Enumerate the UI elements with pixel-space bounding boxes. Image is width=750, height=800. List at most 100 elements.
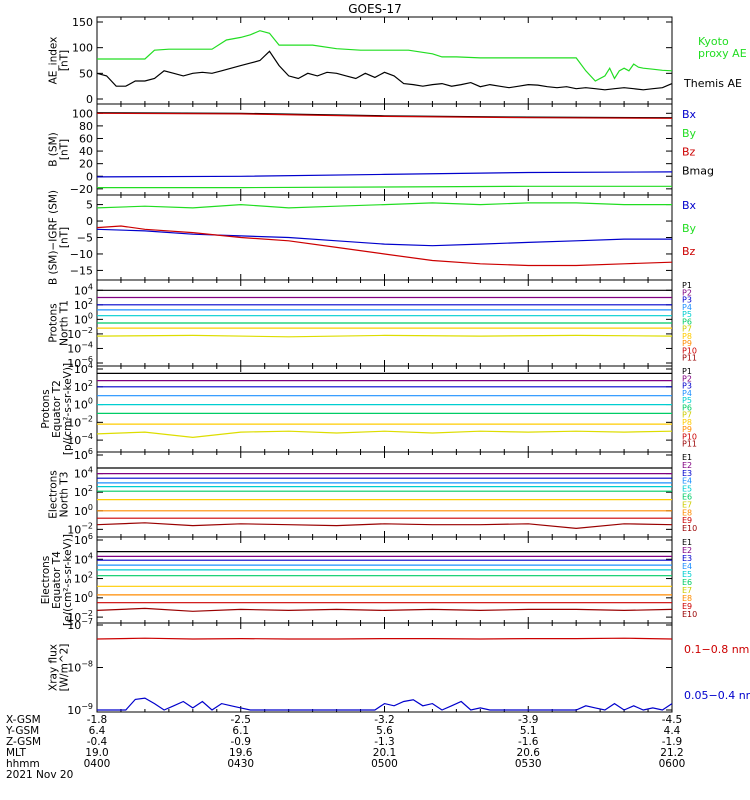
legend-item: P2 [682,288,692,297]
y-tick-label: 40 [79,145,93,158]
y-tick-label: −15 [70,264,93,277]
legend-item: E1 [682,538,692,547]
footer-row-label: hhmm [6,758,40,770]
legend-item: P5 [682,396,692,405]
legend-item: E4 [682,562,692,571]
series-line-bz [96,112,673,119]
legend-item: P11 [682,354,697,363]
footer-value: 4.4 [664,725,681,737]
y-axis-label: Xray flux [48,644,60,691]
y-tick-label: 50 [79,67,93,80]
legend-item: P9 [682,339,692,348]
y-tick-label: 102 [74,379,93,394]
legend-item: P6 [682,317,692,326]
footer-row-label: X-GSM [6,714,41,726]
legend-item: P7 [682,411,692,420]
legend-item: P7 [682,325,692,334]
legend-item: E10 [682,610,697,619]
y-tick-label: 104 [74,551,93,566]
legend-item: E9 [682,602,692,611]
legend-item: Bx [682,199,697,212]
legend-item: P10 [682,346,697,355]
legend-item: Bz [682,245,696,258]
y-axis-label: [nT] [59,50,71,71]
panel-frame [96,365,673,453]
y-tick-label: 100 [74,503,93,518]
y-tick-label: −10 [70,248,93,261]
panel-frame [96,16,673,105]
series-line-themis-ae [96,50,673,91]
footer-value: 20.1 [373,747,396,759]
footer-value: 6.4 [89,725,106,737]
y-tick-label: 102 [74,297,93,312]
y-tick-label: 10−9 [67,702,93,717]
footer-row-label: MLT [6,747,26,759]
series-line-e10 [96,607,673,612]
y-tick-label: 104 [74,282,93,297]
footer-value: 0400 [84,758,111,770]
legend-item: P8 [682,332,692,341]
legend-item: P1 [682,367,692,376]
footer-value: -2.5 [231,714,252,726]
series-line-by [97,185,672,189]
footer-value: -0.4 [87,736,108,748]
legend-item: E5 [682,570,692,579]
legend-item: 0.05−0.4 nm [684,689,750,702]
y-tick-label: 106 [74,532,93,547]
footer-value: -1.3 [374,736,395,748]
series-line-kyoto-proxy-ae [97,30,673,82]
y-tick-label: 60 [79,132,93,145]
y-axis-label: AE_index [48,37,60,85]
panel-et4: 106 104 102 100 10−2 Electrons Equator T4 [e/(c… [40,532,697,626]
footer-value: 5.1 [520,725,537,737]
series-line-bz [96,225,673,267]
y-tick-label: 100 [74,311,93,326]
y-tick-label: 10−2 [67,326,93,341]
y-axis-label: Equator T2 [51,380,63,438]
legend-item: Themis AE [683,77,742,90]
y-tick-label: 0 [86,93,93,106]
footer-row-label: Z-GSM [6,736,41,748]
legend-item: E3 [682,554,692,563]
series-line-0-1-0-8-nm [96,637,673,640]
y-tick-label: 100 [74,397,93,412]
legend-item: E1 [682,453,692,462]
y-tick-label: 102 [74,571,93,586]
series-line-e10 [96,522,673,530]
series-line-0-05-0-4-nm [97,697,673,711]
y-tick-label: 100 [74,590,93,605]
series-line-bx [96,228,672,247]
legend-item: E4 [682,477,692,486]
legend-item: By [682,127,697,140]
legend-item: Bz [682,146,696,159]
y-tick-label: 10−2 [67,414,93,429]
series-line-bx [96,171,673,178]
legend-item: E6 [682,493,692,502]
y-tick-label: 10−4 [67,340,93,355]
footer-value: 21.2 [660,747,683,759]
y-tick-label: 5 [86,199,93,212]
legend-item: Bmag [682,164,714,177]
y-axis-label: North T3 [59,472,71,518]
legend-item: E7 [682,500,692,509]
footer-value: 19.0 [85,747,108,759]
footer-value: 19.6 [229,747,253,759]
y-axis-label: Equator T4 [51,551,63,609]
y-axis-label: Protons [48,303,60,342]
y-axis-label: [W/m^2] [59,644,71,692]
y-tick-label: −20 [70,183,93,196]
footer-value: -1.8 [87,714,108,726]
legend-item: E8 [682,508,692,517]
y-tick-label: 100 [72,42,93,55]
footer-value: -4.5 [662,714,683,726]
legend-item: P3 [682,382,692,391]
y-tick-label: 104 [74,466,93,481]
footer-value: 0430 [227,758,254,770]
footer-value: 0600 [659,758,686,770]
legend-item: Bx [682,108,697,121]
legend-item: P4 [682,303,692,312]
legend-item: E2 [682,461,692,470]
